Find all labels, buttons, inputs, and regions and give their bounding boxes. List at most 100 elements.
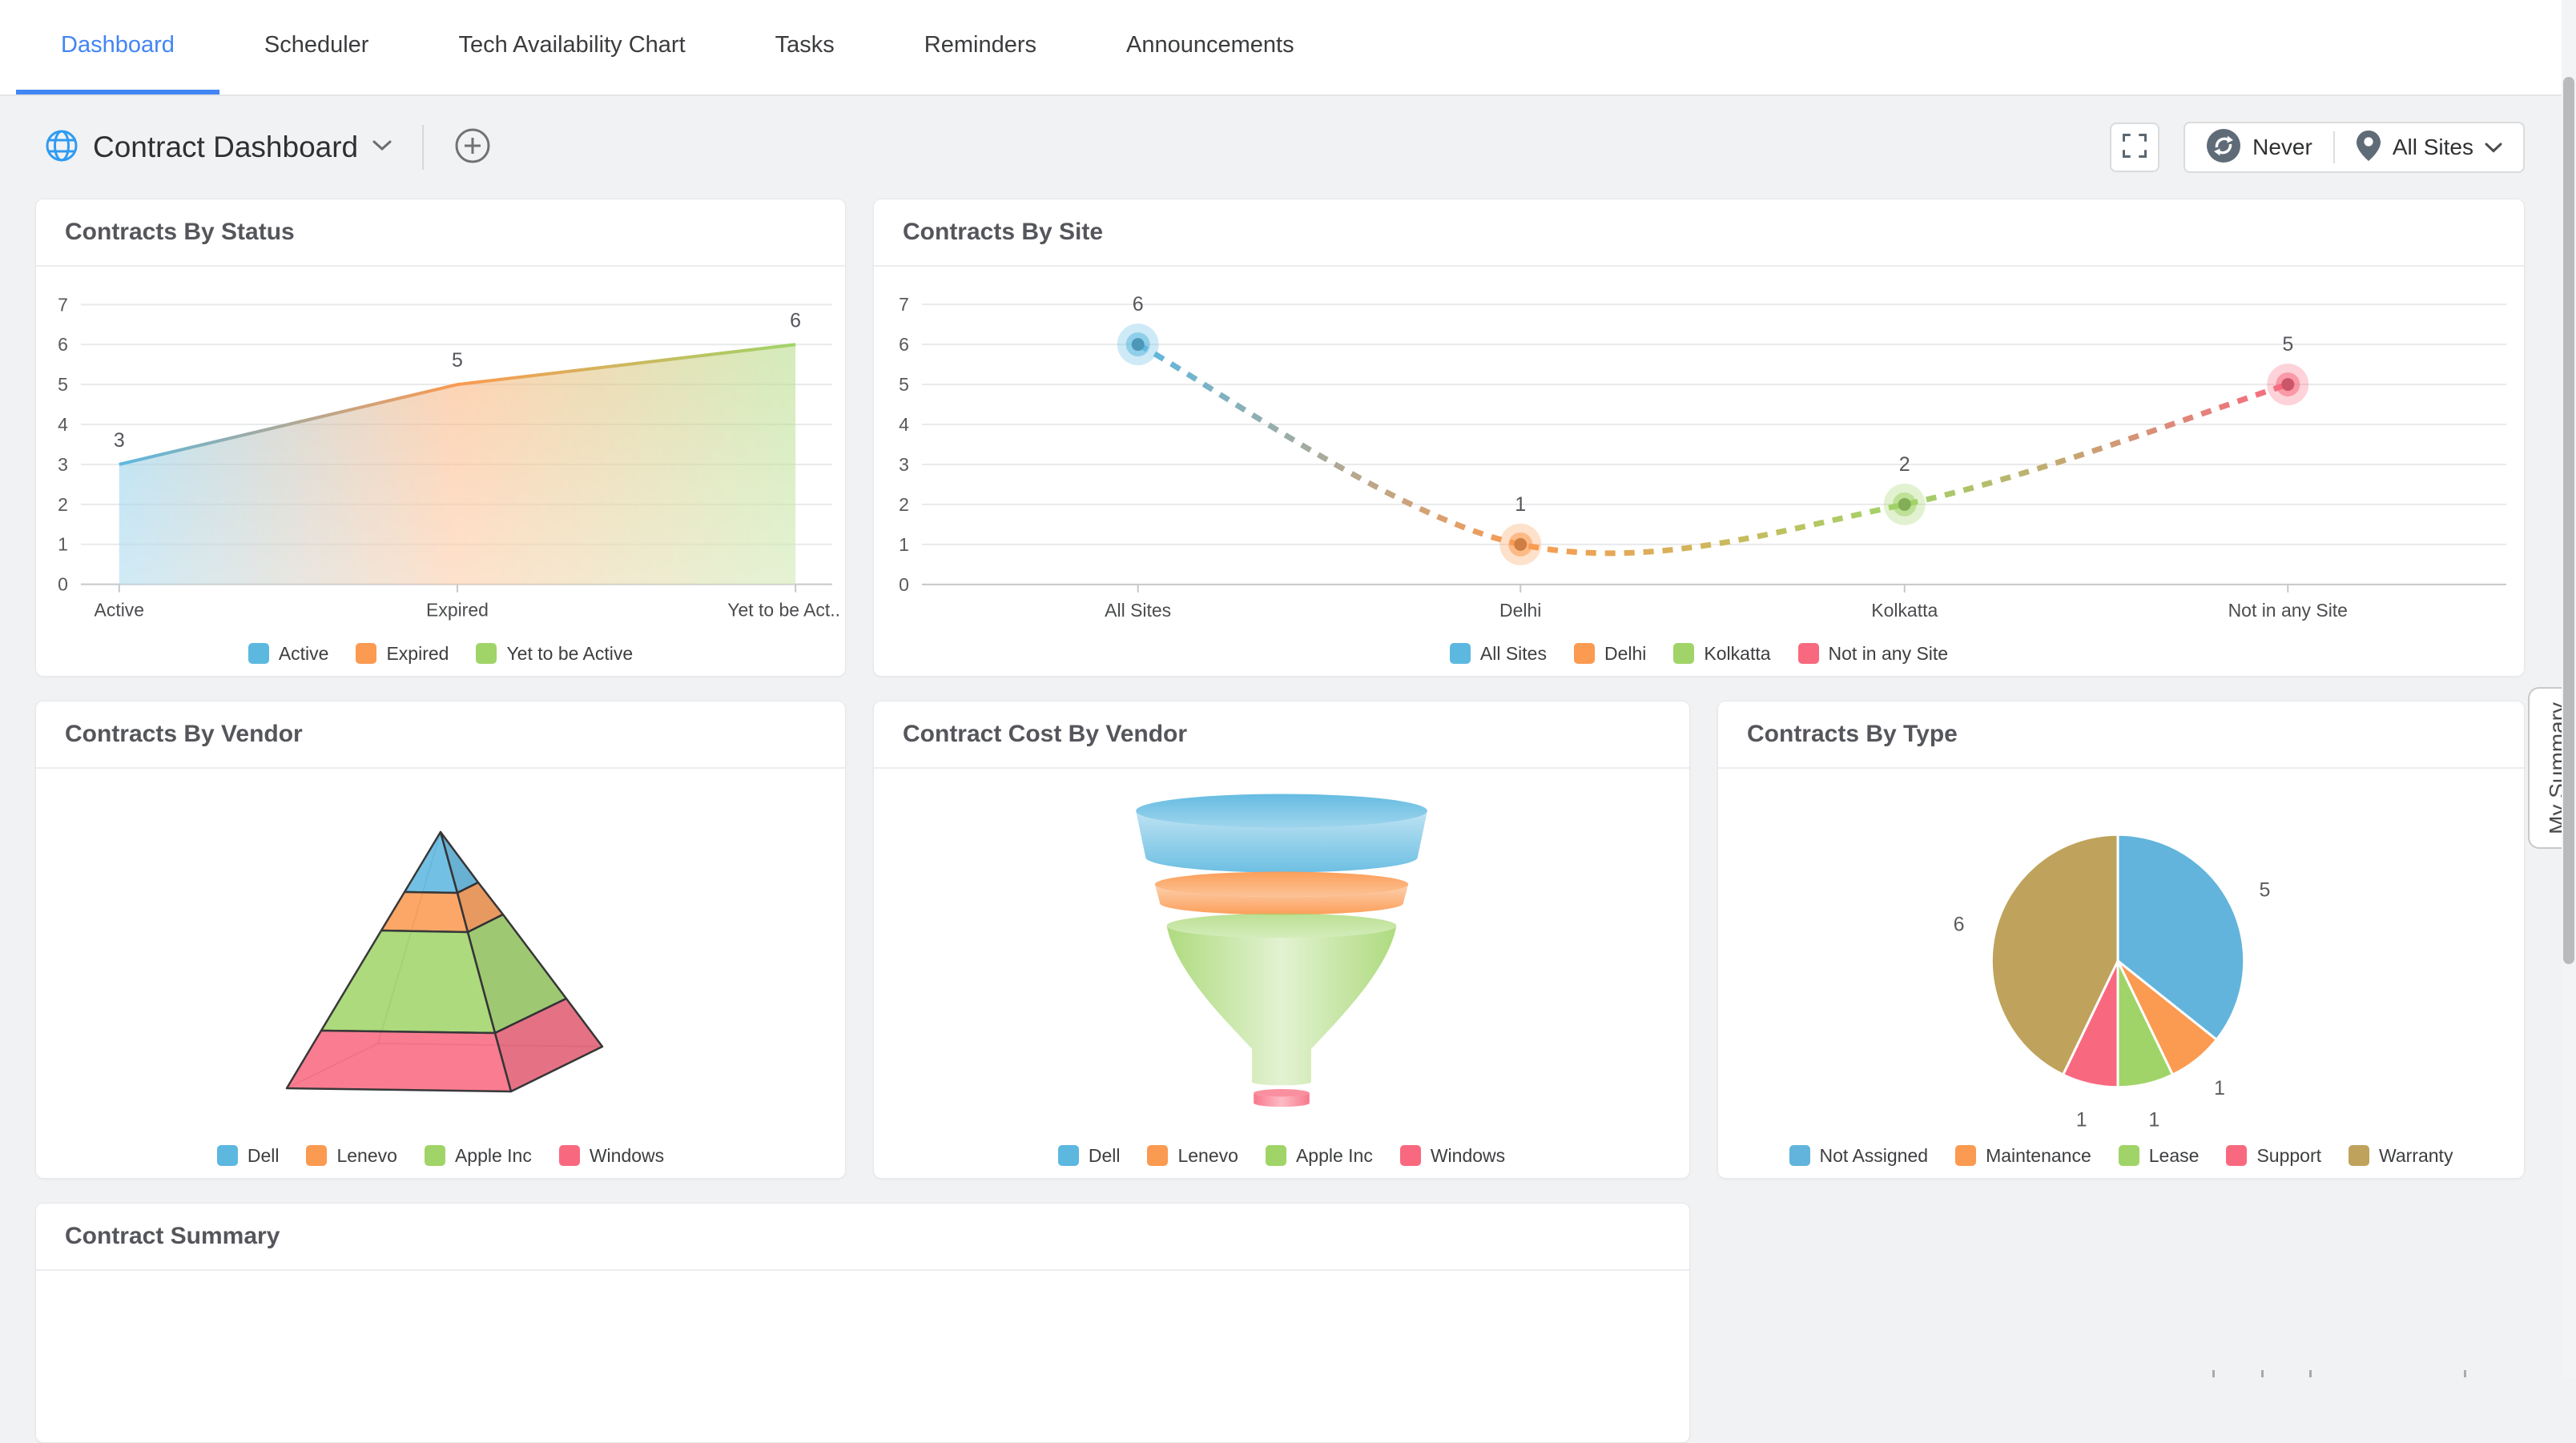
svg-text:1: 1 [2076, 1108, 2087, 1131]
tab-tasks[interactable]: Tasks [731, 0, 879, 94]
legend-item[interactable]: Dell [1058, 1145, 1121, 1167]
legend-item[interactable]: Not in any Site [1798, 643, 1949, 665]
svg-text:2: 2 [899, 494, 909, 515]
legend-item[interactable]: Apple Inc [1266, 1145, 1373, 1167]
svg-text:6: 6 [1133, 293, 1144, 316]
legend-item[interactable]: Warranty [2349, 1145, 2453, 1167]
svg-text:1: 1 [1515, 493, 1526, 516]
legend-item[interactable]: Kolkatta [1673, 643, 1770, 665]
contract-cost-funnel [1129, 786, 1434, 1111]
location-pin-icon [2356, 130, 2381, 166]
svg-text:1: 1 [2148, 1108, 2159, 1131]
legend-label: Dell [1089, 1145, 1121, 1167]
tab-reminders[interactable]: Reminders [879, 0, 1081, 94]
refresh-button[interactable]: Never [2206, 128, 2312, 167]
legend-swatch [1400, 1145, 1421, 1166]
top-nav: Dashboard Scheduler Tech Availability Ch… [0, 0, 2576, 96]
legend-swatch [217, 1145, 238, 1166]
legend-item[interactable]: Windows [559, 1145, 664, 1167]
legend-label: Windows [590, 1145, 664, 1167]
site-legend: All Sites Delhi Kolkatta Not in any Site [874, 631, 2524, 676]
legend-swatch [356, 643, 376, 664]
svg-text:5: 5 [2260, 879, 2271, 902]
svg-text:1: 1 [58, 534, 68, 555]
svg-text:1: 1 [2214, 1077, 2225, 1099]
svg-text:6: 6 [1954, 914, 1965, 936]
legend-label: Not in any Site [1829, 643, 1949, 665]
legend-swatch [306, 1145, 327, 1166]
legend-swatch [1673, 643, 1694, 664]
legend-item[interactable]: All Sites [1450, 643, 1547, 665]
legend-swatch [1789, 1145, 1810, 1166]
legend-item[interactable]: Maintenance [1955, 1145, 2091, 1167]
legend-item[interactable]: Lease [2119, 1145, 2200, 1167]
legend-item[interactable]: Active [248, 643, 329, 665]
svg-text:3: 3 [899, 454, 909, 475]
legend-item[interactable]: Expired [356, 643, 449, 665]
legend-label: Yet to be Active [506, 643, 633, 665]
scrollbar-thumb[interactable] [2563, 77, 2574, 964]
legend-swatch [1058, 1145, 1079, 1166]
type-legend: Not Assigned Maintenance Lease Support Warra… [1718, 1133, 2524, 1178]
svg-text:0: 0 [899, 574, 909, 595]
tab-dashboard[interactable]: Dashboard [16, 0, 219, 94]
legend-swatch [476, 643, 497, 664]
tab-tech-availability-chart[interactable]: Tech Availability Chart [413, 0, 730, 94]
bottom-tick [2464, 1370, 2466, 1377]
legend-item[interactable]: Support [2226, 1145, 2321, 1167]
card-contract-cost-by-vendor: Contract Cost By Vendor [873, 701, 1690, 1179]
card-title: Contract Cost By Vendor [874, 701, 1689, 769]
legend-label: Support [2256, 1145, 2321, 1167]
legend-item[interactable]: Apple Inc [425, 1145, 532, 1167]
legend-item[interactable]: Delhi [1574, 643, 1646, 665]
svg-text:0: 0 [58, 574, 68, 595]
legend-label: Dell [248, 1145, 280, 1167]
svg-text:3: 3 [58, 454, 68, 475]
legend-item[interactable]: Lenevo [1147, 1145, 1238, 1167]
svg-text:Delhi: Delhi [1499, 600, 1541, 621]
tab-announcements[interactable]: Announcements [1081, 0, 1339, 94]
card-title: Contracts By Vendor [36, 701, 845, 769]
tab-scheduler[interactable]: Scheduler [219, 0, 414, 94]
button-separator [2333, 131, 2335, 163]
add-dashboard-button[interactable] [454, 127, 491, 168]
legend-swatch [1266, 1145, 1286, 1166]
fullscreen-button[interactable] [2110, 123, 2159, 172]
legend-item[interactable]: Dell [217, 1145, 280, 1167]
svg-text:6: 6 [899, 334, 909, 355]
legend-label: Maintenance [1986, 1145, 2091, 1167]
card-title: Contracts By Status [36, 199, 845, 267]
legend-swatch [2349, 1145, 2369, 1166]
legend-item[interactable]: Lenevo [306, 1145, 396, 1167]
svg-text:Yet to be Act..: Yet to be Act.. [727, 600, 840, 621]
legend-label: Apple Inc [455, 1145, 532, 1167]
page-title[interactable]: Contract Dashboard [93, 131, 358, 164]
refresh-interval-label: Never [2252, 135, 2312, 160]
svg-text:7: 7 [58, 294, 68, 315]
legend-swatch [2119, 1145, 2139, 1166]
contracts-by-vendor-pyramid [240, 810, 641, 1114]
svg-text:6: 6 [58, 334, 68, 355]
card-title: Contract Summary [36, 1204, 1689, 1271]
legend-swatch [1147, 1145, 1168, 1166]
site-filter-label: All Sites [2393, 135, 2473, 160]
svg-text:Active: Active [95, 600, 144, 621]
chevron-down-icon[interactable] [372, 140, 392, 155]
site-filter-button[interactable]: All Sites [2356, 130, 2502, 166]
legend-item[interactable]: Yet to be Active [476, 643, 633, 665]
svg-text:Kolkatta: Kolkatta [1871, 600, 1938, 621]
svg-text:Expired: Expired [426, 600, 489, 621]
svg-text:5: 5 [452, 349, 463, 372]
legend-label: Warranty [2379, 1145, 2453, 1167]
legend-swatch [248, 643, 269, 664]
globe-icon [45, 129, 78, 167]
legend-swatch [2226, 1145, 2247, 1166]
card-contract-summary: Contract Summary [35, 1203, 1690, 1443]
legend-item[interactable]: Not Assigned [1789, 1145, 1929, 1167]
legend-item[interactable]: Windows [1400, 1145, 1505, 1167]
contracts-by-type-pie: 5 1 1 1 6 [1718, 769, 2524, 1133]
legend-swatch [1574, 643, 1595, 664]
